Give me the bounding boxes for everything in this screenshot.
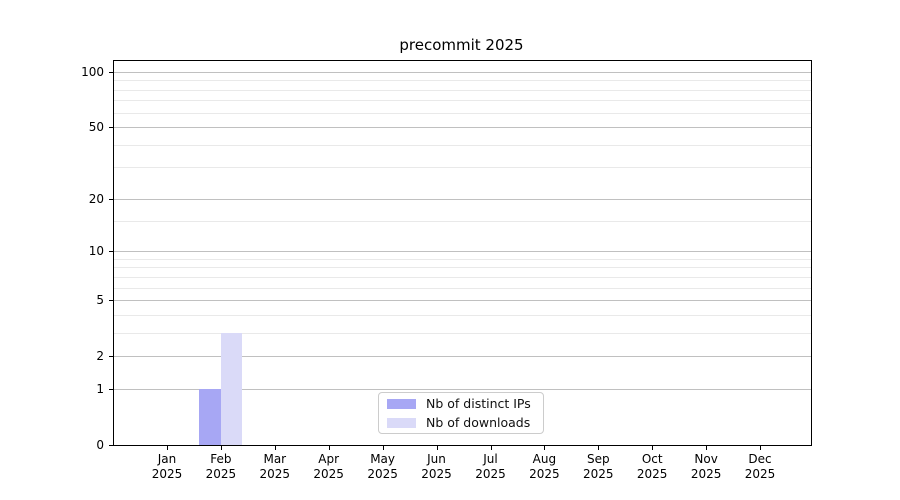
bar-nb-of-distinct-ips-feb bbox=[199, 389, 221, 445]
y-axis-tick bbox=[109, 198, 113, 200]
x-axis-tick bbox=[598, 446, 600, 450]
chart-title: precommit 2025 bbox=[399, 36, 524, 54]
y-axis-tick-label: 50 bbox=[88, 120, 104, 135]
gridline-minor bbox=[114, 332, 811, 334]
y-axis-tick bbox=[109, 251, 113, 253]
x-axis-tick-label: Sep 2025 bbox=[583, 452, 614, 481]
x-axis-tick bbox=[328, 446, 330, 450]
legend-swatch-icon bbox=[387, 417, 416, 428]
gridline-major bbox=[114, 251, 811, 253]
y-axis-tick bbox=[109, 389, 113, 390]
x-axis-tick-label: Dec 2025 bbox=[744, 452, 776, 481]
gridline-minor bbox=[114, 267, 811, 269]
x-axis-tick bbox=[544, 446, 546, 450]
y-axis-tick-label: 100 bbox=[81, 64, 104, 79]
y-axis-tick bbox=[109, 445, 113, 446]
gridline-major bbox=[114, 127, 811, 129]
x-axis-tick bbox=[382, 446, 384, 450]
x-axis-tick bbox=[436, 446, 438, 450]
legend-swatch-icon bbox=[387, 398, 416, 409]
y-axis-tick bbox=[109, 356, 113, 358]
y-axis-tick-label: 1 bbox=[96, 382, 104, 396]
x-axis-tick bbox=[706, 446, 708, 450]
x-axis-tick-label: Apr 2025 bbox=[313, 452, 344, 481]
x-axis-tick bbox=[490, 446, 492, 450]
plot-area: Nb of distinct IPs Nb of downloads 0 1 2 5 10… bbox=[81, 60, 812, 481]
gridline-minor bbox=[114, 80, 811, 82]
gridline-minor bbox=[114, 100, 811, 102]
x-axis-tick-label: Jul 2025 bbox=[475, 452, 506, 481]
y-axis-tick-label: 20 bbox=[88, 191, 104, 206]
x-axis-tick bbox=[652, 446, 654, 450]
x-axis-tick-label: Oct 2025 bbox=[636, 452, 668, 481]
x-axis-tick bbox=[760, 446, 761, 450]
gridline-major bbox=[114, 300, 811, 302]
x-axis-tick bbox=[274, 446, 276, 450]
gridline-minor bbox=[114, 287, 811, 289]
gridline-minor bbox=[114, 167, 811, 169]
legend-label: Nb of downloads bbox=[426, 415, 531, 430]
gridline-minor bbox=[114, 112, 811, 114]
gridline-minor bbox=[114, 276, 811, 278]
x-axis-tick-label: Aug 2025 bbox=[529, 452, 560, 481]
gridline-minor bbox=[114, 144, 811, 146]
legend: Nb of distinct IPs Nb of downloads bbox=[378, 392, 544, 434]
y-axis-tick bbox=[109, 71, 113, 73]
y-axis-tick bbox=[109, 127, 113, 129]
y-axis-tick-label: 5 bbox=[96, 293, 104, 308]
bar-nb-of-downloads-feb bbox=[220, 332, 243, 445]
x-axis-tick-label: Nov 2025 bbox=[690, 452, 722, 481]
y-axis-tick-label: 2 bbox=[96, 349, 104, 364]
legend-entry: Nb of distinct IPs bbox=[379, 396, 543, 412]
legend-entry: Nb of downloads bbox=[379, 415, 543, 431]
gridline-major bbox=[114, 356, 811, 358]
gridline-minor bbox=[114, 89, 811, 91]
gridline-minor bbox=[114, 220, 811, 222]
x-axis-tick bbox=[220, 446, 222, 450]
gridline-minor bbox=[114, 258, 811, 260]
x-axis-tick-label: Mar 2025 bbox=[259, 452, 291, 481]
gridline-minor bbox=[114, 314, 811, 316]
y-axis-tick bbox=[109, 300, 113, 302]
x-axis-tick-label: May 2025 bbox=[367, 452, 398, 481]
x-axis-tick bbox=[167, 446, 168, 450]
gridline-major bbox=[114, 389, 811, 390]
x-axis-tick-label: Feb 2025 bbox=[205, 452, 237, 481]
x-axis-tick-label: Jun 2025 bbox=[421, 452, 452, 481]
gridline-major bbox=[114, 198, 811, 200]
gridline-major bbox=[114, 71, 811, 73]
x-axis-tick-label: Jan 2025 bbox=[151, 452, 183, 481]
y-axis-tick-label: 0 bbox=[96, 438, 104, 452]
y-axis-tick-label: 10 bbox=[88, 244, 104, 259]
legend-label: Nb of distinct IPs bbox=[426, 396, 531, 411]
